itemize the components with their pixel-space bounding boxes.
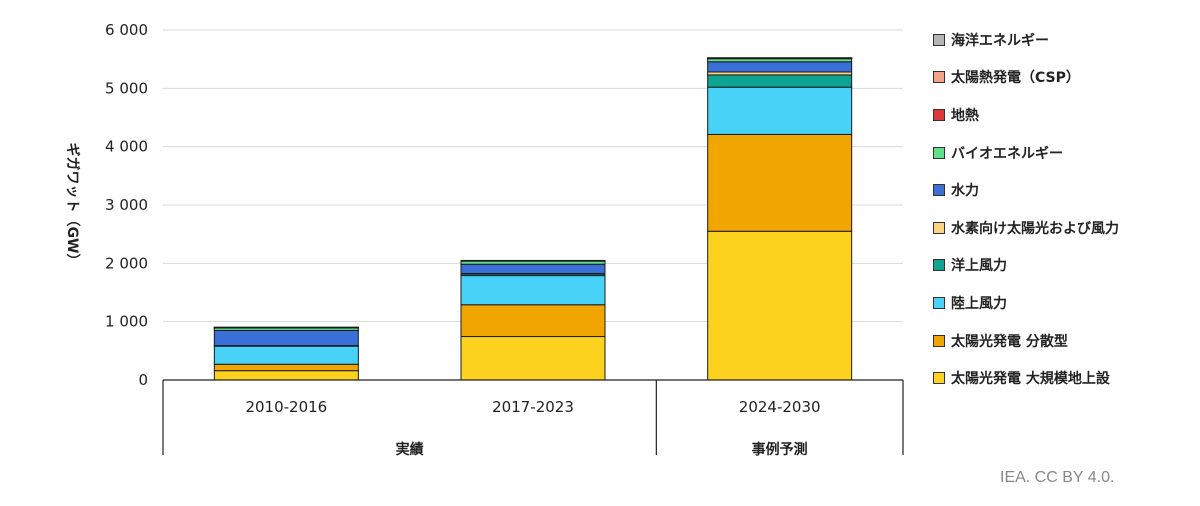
legend-swatch	[933, 221, 945, 234]
legend-label: 水力	[951, 183, 979, 200]
bar-segment	[707, 61, 853, 73]
bar-segment	[213, 370, 359, 381]
bar-segment	[460, 304, 606, 338]
y-tick-label: 1 000	[105, 313, 148, 331]
legend-label: バイオエネルギー	[951, 145, 1063, 162]
legend-swatch	[933, 259, 945, 272]
legend: 海洋エネルギー太陽熱発電（CSP） 地熱バイオエネルギー 水力水素向け太陽光および風…	[933, 21, 1119, 397]
legend-item: 太陽光発電 分散型	[933, 322, 1119, 360]
bar-segment	[213, 326, 359, 329]
bar-segment	[460, 336, 606, 381]
legend-item: バイオエネルギー	[933, 134, 1119, 172]
group-label: 事例予測	[752, 441, 808, 458]
x-tick-label: 2024-2030	[739, 398, 821, 416]
legend-item: 水力	[933, 171, 1119, 209]
legend-swatch	[933, 184, 945, 197]
y-tick-label: 5 000	[105, 79, 148, 97]
legend-swatch	[933, 296, 945, 309]
bar-segment	[707, 57, 853, 59]
legend-label: 太陽光発電 大規模地上設	[951, 371, 1110, 388]
legend-item: 地熱	[933, 96, 1119, 134]
legend-swatch	[933, 108, 945, 121]
y-tick-label: 4 000	[105, 138, 148, 156]
bar-segment	[460, 259, 606, 262]
legend-item: 陸上風力	[933, 284, 1119, 322]
legend-label: 陸上風力	[951, 295, 1007, 312]
legend-swatch	[933, 372, 945, 385]
y-axis-ticks: 0 1 000 2 000 3 000 4 000 5 000 6 000	[105, 21, 148, 389]
legend-item: 太陽熱発電（CSP）	[933, 59, 1119, 97]
legend-swatch	[933, 334, 945, 347]
legend-label: 洋上風力	[951, 258, 1007, 275]
bar-segment	[213, 345, 359, 365]
legend-item: 水素向け太陽光および風力	[933, 209, 1119, 247]
legend-item: 洋上風力	[933, 247, 1119, 285]
legend-item: 太陽光発電 大規模地上設	[933, 359, 1119, 397]
x-tick-label: 2017-2023	[492, 398, 574, 416]
bar-segment	[213, 329, 359, 347]
bar-segment	[707, 74, 853, 88]
category-axis: 2010-2016 2017-2023 2024-2030 実績 事例予測	[162, 379, 904, 458]
y-tick-label: 2 000	[105, 254, 148, 272]
y-axis-label: ギガワット（GW）	[64, 143, 81, 268]
bar-segment	[707, 86, 853, 135]
legend-label: 太陽光発電 分散型	[951, 333, 1068, 350]
bar-segment	[460, 263, 606, 275]
legend-label: 地熱	[951, 107, 979, 124]
legend-label: 太陽熱発電（CSP）	[951, 70, 1080, 87]
bar-segment	[707, 133, 853, 232]
bar-segment	[213, 363, 359, 372]
legend-swatch	[933, 71, 945, 84]
legend-swatch	[933, 33, 945, 46]
x-tick-label: 2010-2016	[245, 398, 327, 416]
legend-item: 海洋エネルギー	[933, 21, 1119, 59]
group-label: 実績	[396, 441, 424, 458]
bar-segment	[707, 230, 853, 381]
credit-text: IEA. CC BY 4.0.	[1000, 469, 1115, 486]
y-tick-label: 0	[138, 371, 148, 389]
legend-label: 海洋エネルギー	[951, 32, 1049, 49]
legend-label: 水素向け太陽光および風力	[951, 220, 1119, 237]
bars	[213, 57, 853, 381]
y-tick-label: 3 000	[105, 196, 148, 214]
y-tick-label: 6 000	[105, 21, 148, 39]
legend-swatch	[933, 146, 945, 159]
bar-segment	[460, 275, 606, 306]
